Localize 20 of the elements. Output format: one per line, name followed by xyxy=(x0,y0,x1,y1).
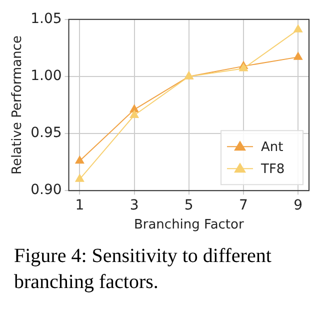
caption: Figure 4: Sensitivity to different branching factors. xyxy=(13,244,272,295)
x-tick-label: 7 xyxy=(239,198,248,214)
point xyxy=(74,155,84,164)
y-axis-title: Relative Performance xyxy=(10,36,26,174)
point xyxy=(238,62,248,72)
y-tick-label: 0.90 xyxy=(30,182,62,198)
y-tick-label: 1.00 xyxy=(30,68,62,84)
x-tick-label: 3 xyxy=(130,198,139,214)
legend-label: TF8 xyxy=(260,162,285,177)
point xyxy=(74,174,84,182)
point xyxy=(293,24,303,32)
y-tick-label: 0.95 xyxy=(30,125,62,142)
x-tick-label: 1 xyxy=(75,198,84,214)
point xyxy=(130,110,140,118)
x-tick-label: 9 xyxy=(294,198,303,214)
legend-label: Ant xyxy=(261,140,284,155)
x-tick-label: 5 xyxy=(184,198,194,214)
point xyxy=(293,52,303,60)
x-axis-title: Branching Factor xyxy=(134,218,244,233)
y-tick-label: 1.05 xyxy=(30,11,62,28)
